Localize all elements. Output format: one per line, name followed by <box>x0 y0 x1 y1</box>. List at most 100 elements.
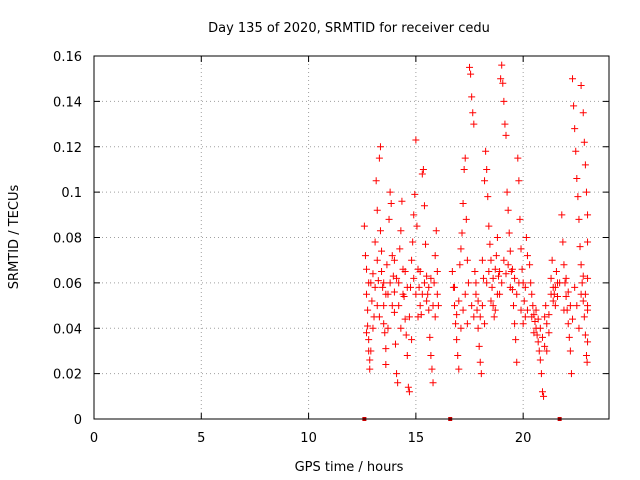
data-point <box>536 356 544 364</box>
data-point <box>526 261 534 269</box>
data-point <box>380 279 388 287</box>
data-point <box>373 302 381 310</box>
data-point <box>372 177 380 185</box>
data-point <box>427 274 435 282</box>
data-point <box>502 131 510 139</box>
data-point <box>532 306 540 314</box>
data-point <box>448 268 456 276</box>
data-point <box>384 324 392 332</box>
data-point <box>422 240 430 248</box>
data-point <box>564 288 572 296</box>
data-point <box>416 302 424 310</box>
data-point <box>472 290 480 298</box>
data-point <box>582 351 590 359</box>
data-point <box>584 338 592 346</box>
data-point <box>433 268 441 276</box>
data-point <box>483 279 491 287</box>
data-point <box>505 229 513 237</box>
data-point <box>487 256 495 264</box>
data-point <box>475 342 483 350</box>
data-point <box>484 193 492 201</box>
data-point <box>521 313 529 321</box>
y-tick-label: 0.02 <box>53 368 82 383</box>
data-point <box>504 261 512 269</box>
data-point <box>489 302 497 310</box>
data-point <box>371 238 379 246</box>
data-point <box>367 347 375 355</box>
data-point <box>562 292 570 300</box>
y-tick-label: 0.06 <box>53 277 82 292</box>
data-point <box>386 188 394 196</box>
data-point <box>470 313 478 321</box>
data-point <box>506 247 514 255</box>
data-point <box>573 302 581 310</box>
data-point <box>393 274 401 282</box>
data-point <box>451 283 458 291</box>
data-point <box>572 147 580 155</box>
data-point <box>548 256 556 264</box>
data-point <box>423 272 431 280</box>
data-point <box>491 265 499 273</box>
data-point <box>560 306 568 314</box>
data-point <box>364 322 372 330</box>
data-point <box>403 351 411 359</box>
data-point <box>457 324 465 332</box>
data-point <box>474 324 482 332</box>
data-point <box>559 238 567 246</box>
data-point <box>584 274 592 282</box>
data-point <box>510 302 518 310</box>
data-point <box>457 245 465 253</box>
data-point <box>545 329 553 337</box>
data-point <box>429 302 437 310</box>
data-point <box>425 283 433 291</box>
data-point <box>582 188 590 196</box>
data-point <box>541 342 549 350</box>
data-point <box>408 256 416 264</box>
data-point <box>418 290 426 298</box>
chart-title: Day 135 of 2020, SRMTID for receiver ced… <box>208 21 490 36</box>
data-point <box>381 329 389 337</box>
data-point <box>508 265 516 273</box>
data-point <box>577 261 585 269</box>
data-point <box>577 81 585 89</box>
data-point <box>453 311 461 319</box>
data-point <box>503 188 511 196</box>
data-point <box>386 279 394 287</box>
data-point <box>373 256 381 264</box>
data-point <box>451 302 458 310</box>
data-point <box>376 143 384 151</box>
data-point <box>401 315 409 323</box>
data-point <box>432 227 440 235</box>
data-point <box>431 252 439 260</box>
data-point <box>376 227 384 235</box>
data-point <box>513 290 521 298</box>
data-point <box>375 154 383 162</box>
data-point <box>474 297 482 305</box>
data-points <box>360 61 592 421</box>
data-point <box>536 324 544 332</box>
data-point <box>581 161 589 169</box>
data-point <box>458 229 466 237</box>
data-point <box>361 252 369 260</box>
data-point <box>429 379 437 387</box>
data-point <box>453 336 461 344</box>
data-point <box>467 70 475 78</box>
y-tick-label: 0.1 <box>61 186 82 201</box>
data-point <box>521 283 529 291</box>
data-point <box>416 268 424 276</box>
data-point <box>584 306 592 314</box>
data-point <box>427 351 435 359</box>
data-point <box>468 302 476 310</box>
data-point <box>567 370 575 378</box>
data-point <box>498 279 506 287</box>
data-point <box>579 272 587 280</box>
data-point <box>518 265 526 273</box>
data-point <box>493 290 501 298</box>
data-point <box>565 333 573 341</box>
data-point <box>569 75 577 83</box>
data-point <box>523 252 531 260</box>
data-point <box>379 283 387 291</box>
data-point <box>527 279 535 287</box>
data-point <box>517 245 525 253</box>
data-point <box>538 333 546 341</box>
